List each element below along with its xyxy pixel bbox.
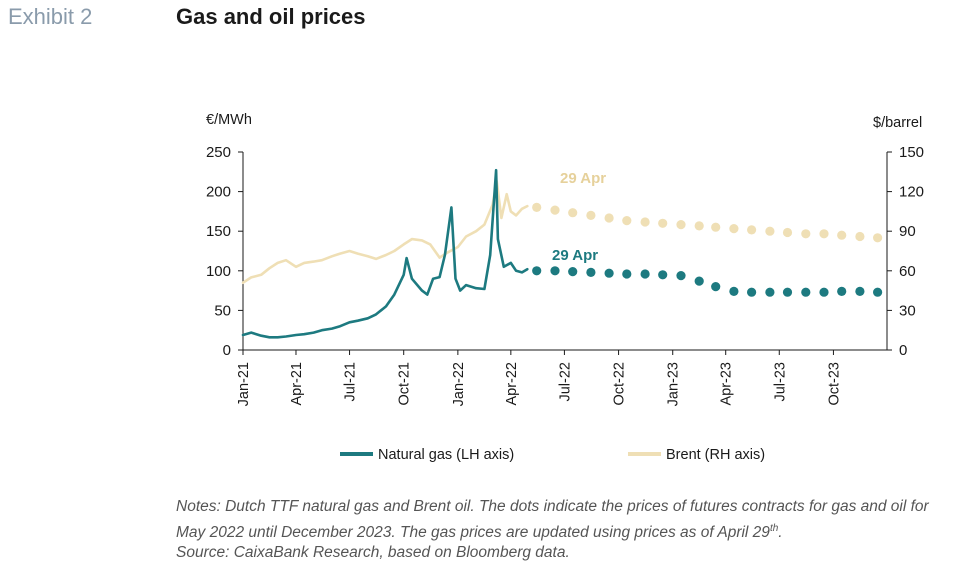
brent-futures-point (729, 224, 739, 234)
gas-futures-point (658, 270, 668, 280)
brent-futures-point (568, 208, 578, 218)
left-tick-label: 50 (214, 302, 231, 319)
left-tick-label: 250 (206, 144, 231, 161)
right-axis-unit: $/barrel (873, 115, 922, 131)
brent-futures-point (801, 229, 811, 239)
gas-futures-point (711, 282, 721, 292)
chart-notes: Notes: Dutch TTF natural gas and Brent o… (176, 496, 956, 544)
brent-futures-point (765, 226, 775, 236)
notes-superscript: th (769, 523, 779, 534)
gas-futures-point (765, 287, 775, 297)
brent-futures-point (694, 221, 704, 231)
gas-futures-point (819, 287, 829, 297)
brent-annotation: 29 Apr (560, 170, 606, 187)
legend-gas-label: Natural gas (LH axis) (378, 447, 514, 463)
x-tick-label: Apr-23 (719, 362, 735, 406)
right-tick-label: 150 (899, 144, 924, 161)
gas-futures-point (837, 286, 847, 296)
brent-futures-point (782, 227, 793, 238)
axes: 0 50 100 150 200 250 0 30 60 90 120 150 €/MWh $/barre… (206, 112, 924, 406)
gas-series: 29 Apr (241, 168, 883, 339)
exhibit-label: Exhibit 2 (8, 4, 93, 29)
brent-futures-point (837, 230, 847, 240)
brent-futures-point (550, 205, 560, 215)
gas-futures-point (586, 267, 596, 277)
x-tick-label: Jan-21 (236, 362, 252, 406)
legend: Natural gas (LH axis) Brent (RH axis) (340, 447, 765, 463)
right-tick-label: 60 (899, 263, 916, 280)
brent-futures-point (658, 218, 668, 228)
gas-futures-point (694, 276, 704, 286)
brent-futures-point (532, 202, 542, 212)
brent-futures-point (640, 217, 650, 227)
x-tick-label: Jul-21 (343, 362, 359, 402)
right-tick-label: 0 (899, 342, 907, 359)
gas-futures-point (604, 268, 614, 278)
brent-futures-point (873, 233, 883, 243)
brent-futures-point (711, 222, 721, 232)
brent-history-line (241, 179, 529, 284)
left-axis-unit: €/MWh (206, 112, 252, 128)
notes-text-end: . (778, 524, 783, 542)
gas-futures-point (873, 287, 883, 297)
gas-history-line (241, 168, 529, 339)
brent-futures-point (676, 220, 686, 230)
gas-futures-point (855, 286, 865, 296)
gas-annotation: 29 Apr (552, 247, 598, 264)
left-tick-label: 200 (206, 184, 231, 201)
chart-title: Gas and oil prices (176, 4, 366, 29)
x-tick-label: Jan-22 (451, 362, 467, 406)
gas-futures-point (532, 266, 542, 276)
gas-futures-point (568, 267, 578, 277)
right-tick-label: 30 (899, 302, 916, 319)
x-tick-label: Oct-23 (826, 362, 842, 406)
gas-oil-chart: 0 50 100 150 200 250 0 30 60 90 120 150 €/MWh $/barre… (206, 112, 924, 463)
gas-futures-point (782, 287, 793, 297)
gas-futures-point (550, 266, 560, 276)
x-tick-label: Apr-22 (504, 362, 520, 406)
brent-futures-point (622, 216, 632, 226)
notes-text: Notes: Dutch TTF natural gas and Brent o… (176, 498, 929, 542)
left-tick-label: 100 (206, 263, 231, 280)
chart-source: Source: CaixaBank Research, based on Blo… (176, 544, 570, 561)
x-tick-label: Jul-23 (772, 362, 788, 402)
gas-futures-point (676, 271, 686, 281)
left-tick-label: 150 (206, 223, 231, 240)
x-tick-label: Apr-21 (289, 362, 305, 406)
gas-futures-point (622, 269, 632, 279)
x-tick-label: Jul-22 (557, 362, 573, 402)
gas-futures-point (747, 287, 757, 297)
right-tick-label: 90 (899, 223, 916, 240)
left-tick-label: 0 (223, 342, 231, 359)
gas-futures-point (640, 269, 650, 279)
x-tick-label: Oct-21 (397, 362, 413, 406)
brent-futures-point (604, 213, 614, 223)
gas-futures-point (801, 287, 811, 297)
right-tick-label: 120 (899, 184, 924, 201)
brent-futures-point (747, 225, 757, 235)
brent-series: 29 Apr (241, 170, 883, 284)
x-tick-label: Oct-22 (612, 362, 628, 406)
brent-futures-point (855, 231, 865, 242)
legend-brent-label: Brent (RH axis) (666, 447, 765, 463)
x-tick-label: Jan-23 (666, 362, 682, 406)
gas-futures-point (729, 286, 739, 296)
brent-futures-point (819, 229, 829, 239)
brent-futures-point (586, 210, 596, 220)
